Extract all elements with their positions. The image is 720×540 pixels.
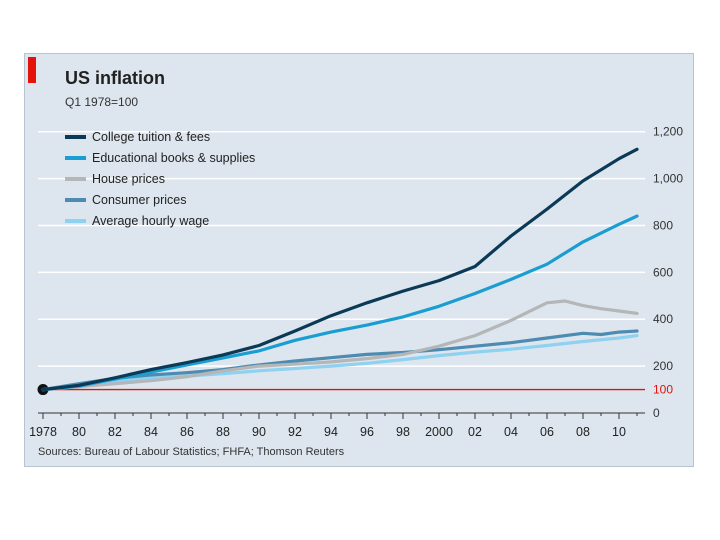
legend-item: Educational books & supplies bbox=[65, 147, 255, 168]
x-axis: 1978 80 82 84 86 88 90 92 94 96 98 2000 02 04 06 08 10 bbox=[29, 412, 645, 439]
y-tick-label: 1,000 bbox=[653, 172, 683, 186]
series-line-consumer-prices bbox=[41, 329, 639, 392]
x-tick-label: 94 bbox=[324, 425, 338, 439]
y-tick-label: 200 bbox=[653, 359, 673, 373]
x-tick-label: 06 bbox=[540, 425, 554, 439]
x-tick-label: 90 bbox=[252, 425, 266, 439]
legend-item: Average hourly wage bbox=[65, 210, 255, 231]
y-tick-label: 600 bbox=[653, 265, 673, 279]
x-tick-label: 02 bbox=[468, 425, 482, 439]
y-axis-ticks: 0 100 200 400 600 800 1,000 1,200 bbox=[653, 125, 683, 420]
x-tick-label: 82 bbox=[108, 425, 122, 439]
y-tick-label: 0 bbox=[653, 406, 660, 420]
x-tick-label: 86 bbox=[180, 425, 194, 439]
x-tick-label: 98 bbox=[396, 425, 410, 439]
legend-label: House prices bbox=[92, 171, 165, 186]
x-tick-label: 2000 bbox=[425, 425, 453, 439]
y-tick-label: 1,200 bbox=[653, 125, 683, 139]
legend-swatch bbox=[65, 134, 86, 139]
legend-item: Consumer prices bbox=[65, 189, 255, 210]
series-layer bbox=[41, 147, 639, 392]
legend-swatch bbox=[65, 155, 86, 160]
x-tick-label: 08 bbox=[576, 425, 590, 439]
brand-tab bbox=[28, 57, 36, 83]
chart-legend: College tuition & fees Educational books … bbox=[65, 126, 255, 231]
chart-source: Sources: Bureau of Labour Statistics; FH… bbox=[38, 446, 345, 458]
y-tick-label: 800 bbox=[653, 218, 673, 232]
legend-swatch bbox=[65, 176, 86, 181]
legend-swatch bbox=[65, 218, 86, 223]
series-line-average-hourly-wage bbox=[41, 334, 639, 392]
x-tick-label: 80 bbox=[72, 425, 86, 439]
chart-title: US inflation bbox=[65, 68, 165, 88]
x-tick-label: 10 bbox=[612, 425, 626, 439]
x-tick-label: 84 bbox=[144, 425, 158, 439]
x-tick-label: 92 bbox=[288, 425, 302, 439]
series-line-house-prices bbox=[41, 299, 639, 392]
series-line-educational-books-supplies bbox=[41, 214, 639, 392]
series-line-college-tuition-fees bbox=[41, 147, 639, 392]
x-tick-label: 04 bbox=[504, 425, 518, 439]
legend-label: Consumer prices bbox=[92, 192, 187, 207]
x-tick-label: 1978 bbox=[29, 425, 57, 439]
x-tick-label: 88 bbox=[216, 425, 230, 439]
legend-label: Average hourly wage bbox=[92, 213, 210, 228]
y-tick-label: 400 bbox=[653, 312, 673, 326]
baseline-layer bbox=[37, 384, 645, 396]
y-tick-label: 100 bbox=[653, 383, 673, 397]
legend-item: College tuition & fees bbox=[65, 126, 255, 147]
x-tick-label: 96 bbox=[360, 425, 374, 439]
legend-label: College tuition & fees bbox=[92, 129, 211, 144]
legend-label: Educational books & supplies bbox=[92, 150, 256, 165]
legend-item: House prices bbox=[65, 168, 255, 189]
chart-panel bbox=[24, 53, 694, 467]
legend-swatch bbox=[65, 197, 86, 202]
chart-subtitle: Q1 1978=100 bbox=[65, 95, 139, 109]
